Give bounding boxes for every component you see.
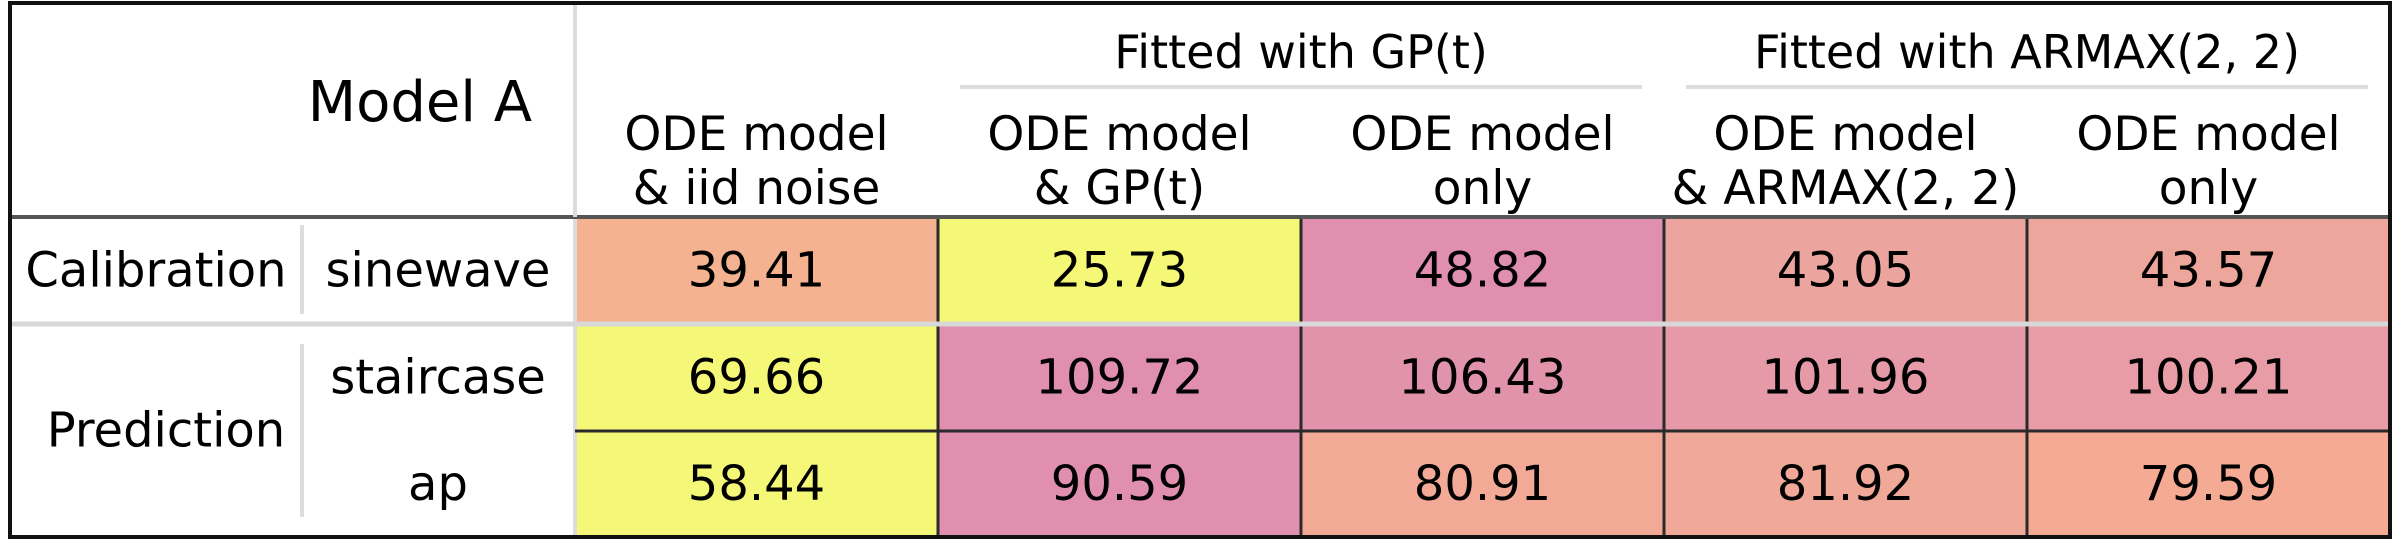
- value-cell-ap-3: [1664, 431, 2027, 537]
- column-header-line2-1: & GP(t): [1034, 161, 1205, 216]
- value-cell-sinewave-0: [575, 217, 938, 324]
- row-group-label-prediction: Prediction: [47, 403, 285, 459]
- value-cell-staircase-2: [1301, 324, 1664, 431]
- table-outer-border: [8, 1, 2392, 539]
- row-label-ap: ap: [408, 456, 468, 512]
- column-header-line1-2: ODE model: [1350, 107, 1614, 162]
- value-label-sinewave-3: 43.05: [1777, 243, 1914, 299]
- value-cell-sinewave-4: [2027, 217, 2390, 324]
- value-label-sinewave-4: 43.57: [2140, 243, 2277, 299]
- value-label-sinewave-1: 25.73: [1051, 243, 1188, 299]
- column-header-line1-4: ODE model: [2076, 107, 2340, 162]
- value-label-ap-3: 81.92: [1777, 456, 1914, 512]
- value-label-ap-1: 90.59: [1051, 456, 1188, 512]
- row-label-sinewave: sinewave: [326, 243, 551, 299]
- group-header-0: Fitted with GP(t): [1114, 25, 1488, 79]
- value-label-sinewave-0: 39.41: [688, 243, 825, 299]
- row-group-label-calibration: Calibration: [25, 243, 286, 299]
- corner-title: Model A: [308, 70, 532, 135]
- column-header-line2-3: & ARMAX(2, 2): [1672, 161, 2020, 216]
- value-cell-ap-1: [938, 431, 1301, 537]
- value-label-staircase-0: 69.66: [688, 350, 825, 406]
- value-cell-ap-4: [2027, 431, 2390, 537]
- column-header-line1-0: ODE model: [624, 107, 888, 162]
- value-label-ap-0: 58.44: [688, 456, 825, 512]
- value-cell-staircase-3: [1664, 324, 2027, 431]
- row-label-staircase: staircase: [330, 350, 546, 406]
- value-cells: [575, 217, 2390, 537]
- value-cell-sinewave-2: [1301, 217, 1664, 324]
- column-header-line1-1: ODE model: [987, 107, 1251, 162]
- value-label-staircase-1: 109.72: [1036, 350, 1204, 406]
- column-header-line2-4: only: [2159, 161, 2258, 216]
- value-cell-ap-2: [1301, 431, 1664, 537]
- value-label-staircase-4: 100.21: [2125, 350, 2293, 406]
- grid-lines: [8, 1, 2392, 539]
- column-header-line2-2: only: [1433, 161, 1532, 216]
- value-cell-staircase-4: [2027, 324, 2390, 431]
- table-labels: 39.41 25.73 48.82 43.05 43.57 69.66 109.72 106.…: [25, 25, 2340, 512]
- value-label-ap-2: 80.91: [1414, 456, 1551, 512]
- column-header-line2-0: & iid noise: [633, 161, 880, 216]
- group-header-1: Fitted with ARMAX(2, 2): [1754, 25, 2300, 79]
- value-cell-sinewave-1: [938, 217, 1301, 324]
- value-label-sinewave-2: 48.82: [1414, 243, 1551, 299]
- column-header-line1-3: ODE model: [1713, 107, 1977, 162]
- value-cell-staircase-0: [575, 324, 938, 431]
- value-cell-staircase-1: [938, 324, 1301, 431]
- value-label-ap-4: 79.59: [2140, 456, 2277, 512]
- value-label-staircase-3: 101.96: [1762, 350, 1930, 406]
- value-cell-sinewave-3: [1664, 217, 2027, 324]
- value-cell-ap-0: [575, 431, 938, 537]
- value-label-staircase-2: 106.43: [1399, 350, 1567, 406]
